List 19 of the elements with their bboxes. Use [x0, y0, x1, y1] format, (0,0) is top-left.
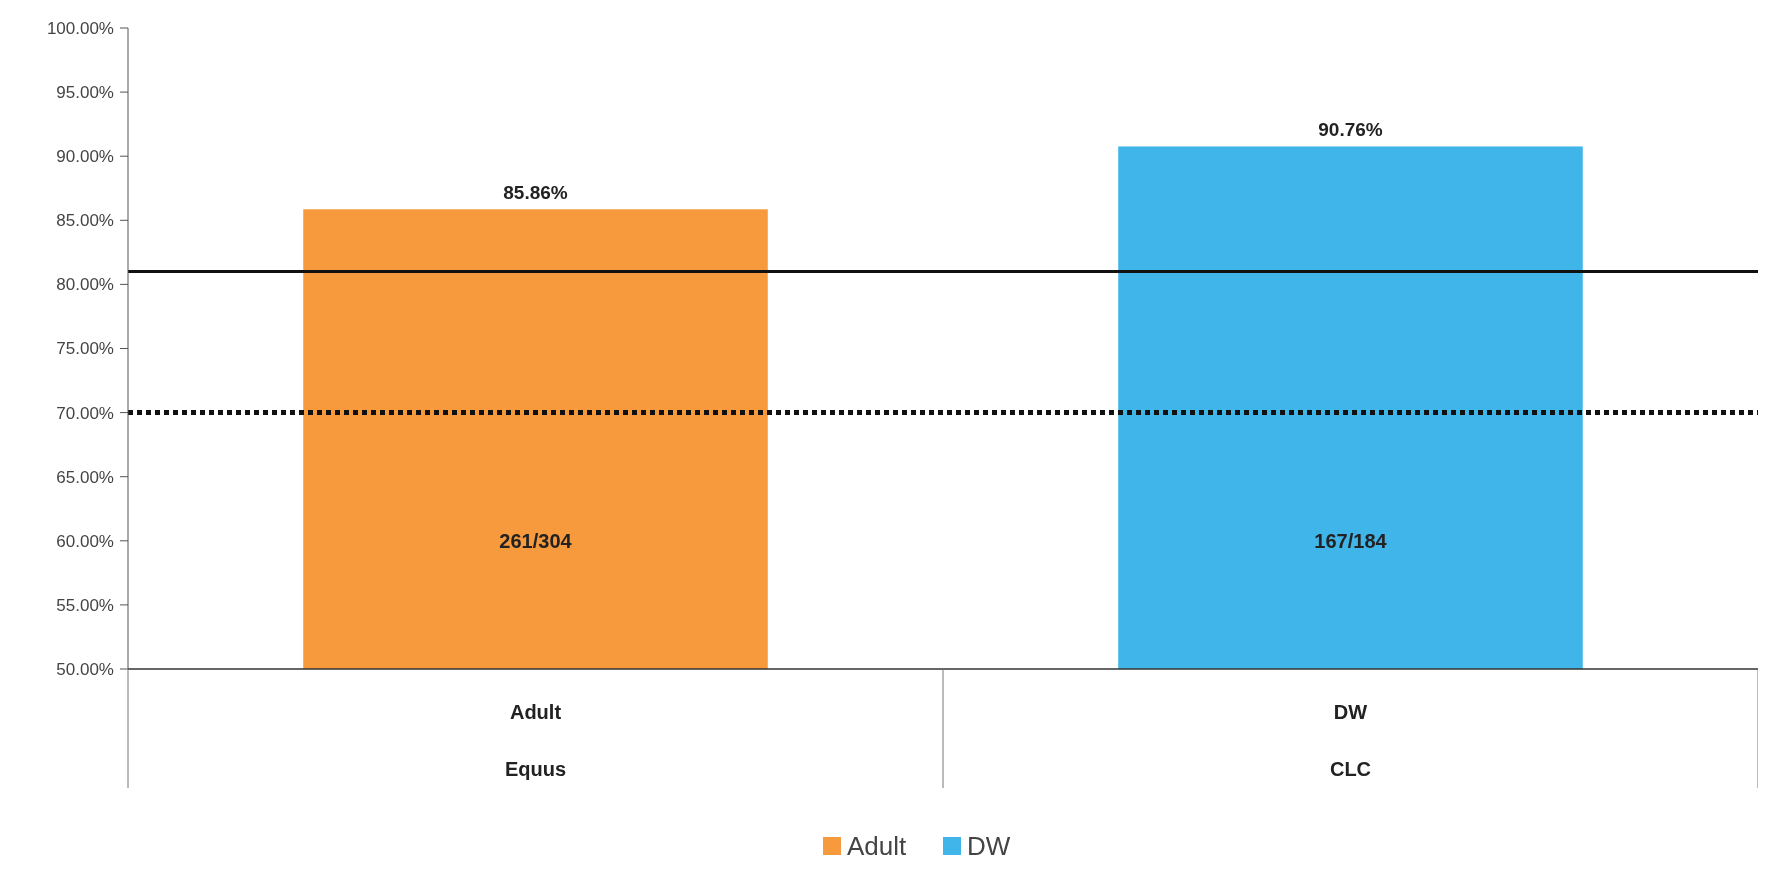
legend-label: Adult [847, 831, 908, 862]
annotation: 261/304 [499, 529, 573, 552]
y-tick-label: 75.00% [56, 339, 114, 359]
y-tick-label: 60.00% [56, 531, 114, 551]
annotation: 167/184 [1314, 529, 1388, 552]
y-tick-label: 80.00% [56, 275, 114, 295]
y-tick-label: 65.00% [56, 467, 114, 487]
data-label: 90.76% [1318, 119, 1383, 141]
y-tick-label: 90.00% [56, 147, 114, 167]
y-tick-label: 70.00% [56, 403, 114, 423]
text: Equus [504, 758, 567, 780]
legend-label: DW [967, 831, 1011, 862]
data-label: 85.86% [503, 182, 568, 204]
text: CLC [1329, 758, 1372, 780]
y-tick-label: 85.00% [56, 211, 114, 231]
y-tick-label: 95.00% [56, 83, 114, 103]
y-tick-label: 55.00% [56, 595, 114, 615]
y-tick-label: 50.00% [56, 659, 114, 679]
y-tick-label: 100.00% [46, 18, 114, 38]
